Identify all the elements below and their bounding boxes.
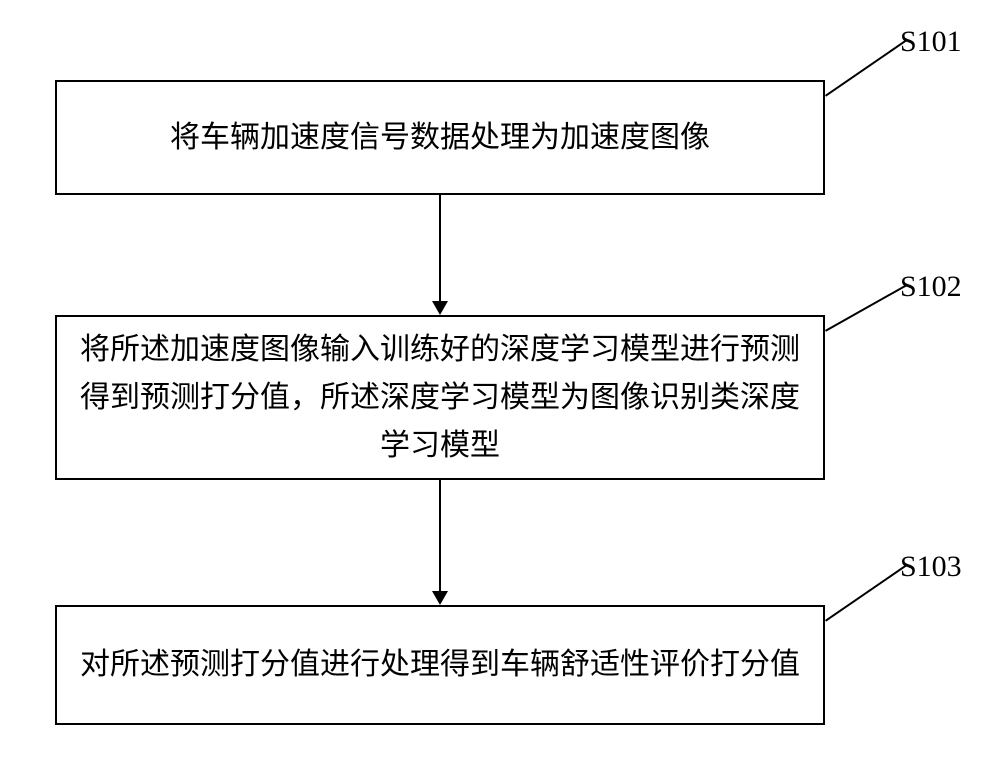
- step-box-s102: 将所述加速度图像输入训练好的深度学习模型进行预测得到预测打分值，所述深度学习模型…: [55, 315, 825, 480]
- step-label-s101: S101: [900, 25, 962, 59]
- arrow-head-2: [432, 591, 448, 605]
- step-text-s103: 对所述预测打分值进行处理得到车辆舒适性评价打分值: [80, 641, 800, 689]
- step-label-s102: S102: [900, 270, 962, 304]
- step-box-s101: 将车辆加速度信号数据处理为加速度图像: [55, 80, 825, 195]
- leader-line-s101: [825, 39, 907, 96]
- step-text-s102: 将所述加速度图像输入训练好的深度学习模型进行预测得到预测打分值，所述深度学习模型…: [77, 326, 803, 470]
- arrow-head-1: [432, 301, 448, 315]
- step-box-s103: 对所述预测打分值进行处理得到车辆舒适性评价打分值: [55, 605, 825, 725]
- step-text-s101: 将车辆加速度信号数据处理为加速度图像: [170, 114, 710, 162]
- arrow-shaft-1: [439, 195, 441, 301]
- flowchart-canvas: 将车辆加速度信号数据处理为加速度图像 S101 将所述加速度图像输入训练好的深度…: [0, 0, 1000, 780]
- step-label-s103: S103: [900, 550, 962, 584]
- leader-line-s102: [825, 285, 906, 332]
- leader-line-s103: [825, 564, 907, 621]
- arrow-shaft-2: [439, 480, 441, 591]
